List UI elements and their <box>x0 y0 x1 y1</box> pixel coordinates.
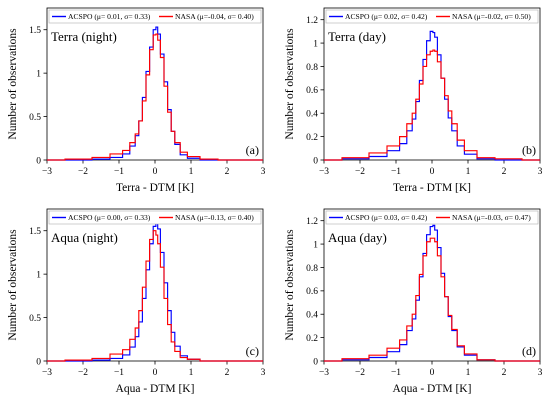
y-axis-label: Number of observations <box>7 28 19 140</box>
x-tick-label: 0 <box>430 368 435 378</box>
y-tick-label: 1 <box>36 69 41 79</box>
x-tick-label: 1 <box>466 167 471 177</box>
y-tick-label: 1.5 <box>29 227 41 237</box>
x-axis-label: Terra - DTM [K] <box>393 182 471 194</box>
x-tick-label: 0 <box>153 368 158 378</box>
x-tick-label: −2 <box>78 368 88 378</box>
y-tick-label: 1.2 <box>306 217 318 227</box>
legend-box <box>48 9 262 24</box>
y-tick-label: 0.8 <box>306 63 318 73</box>
x-tick-label: −2 <box>355 167 365 177</box>
x-axis-label: Terra - DTM [K] <box>116 182 194 194</box>
panel-title: Terra (day) <box>328 29 386 44</box>
series-line-nasa <box>324 49 540 161</box>
x-tick-label: 2 <box>225 368 230 378</box>
legend-entry: NASA (μ=-0.04, σ= 0.40) <box>175 12 254 21</box>
x-tick-label: −3 <box>319 167 329 177</box>
x-tick-label: 0 <box>430 167 435 177</box>
series-line-acspo <box>47 26 263 161</box>
x-tick-label: 2 <box>502 368 507 378</box>
y-tick-label: 0 <box>36 357 41 367</box>
legend: ACSPO (μ= 0.02, σ= 0.42) NASA (μ=-0.02, σ… <box>325 9 539 24</box>
y-tick-label: 0.5 <box>29 314 41 324</box>
x-tick-label: 1 <box>189 167 194 177</box>
y-axis-label: Number of observations <box>284 28 296 140</box>
y-tick-label: 1 <box>36 270 41 280</box>
y-tick-label: 0.4 <box>306 311 318 321</box>
series-line-nasa <box>47 33 263 161</box>
legend-entry: ACSPO (μ= 0.03, σ= 0.42) <box>345 213 428 222</box>
panel-c: −3 −2 −1 0 1 2 3 0 0.5 1 1.5 Aqua - DTM [K] Number o… <box>7 208 266 395</box>
series-line-nasa <box>47 230 263 362</box>
legend-entry: ACSPO (μ= 0.00, σ= 0.33) <box>68 213 151 222</box>
legend-entry: NASA (μ=-0.02, σ= 0.50) <box>452 12 531 21</box>
legend: ACSPO (μ= 0.03, σ= 0.42) NASA (μ=-0.03, σ… <box>325 210 539 225</box>
legend-box <box>325 210 539 225</box>
x-tick-label: 1 <box>466 368 471 378</box>
legend-entry: ACSPO (μ= 0.01, σ= 0.33) <box>68 12 151 21</box>
panel-label: (a) <box>246 143 259 157</box>
x-tick-label: 3 <box>538 167 543 177</box>
panel-title: Aqua (day) <box>328 230 387 245</box>
x-tick-label: 2 <box>502 167 507 177</box>
x-tick-label: 2 <box>225 167 230 177</box>
series-line-acspo <box>324 224 540 362</box>
y-tick-label: 0 <box>313 156 318 166</box>
legend-entry: ACSPO (μ= 0.02, σ= 0.42) <box>345 12 428 21</box>
legend-box <box>48 210 262 225</box>
y-tick-label: 0.2 <box>306 133 318 143</box>
series-line-nasa <box>324 237 540 362</box>
x-tick-label: −1 <box>391 368 401 378</box>
x-tick-label: 0 <box>153 167 158 177</box>
y-tick-label: 0.8 <box>306 264 318 274</box>
x-tick-label: −2 <box>78 167 88 177</box>
series-line-acspo <box>324 30 540 161</box>
x-tick-label: 3 <box>538 368 543 378</box>
y-tick-label: 0.6 <box>306 86 318 96</box>
legend: ACSPO (μ= 0.01, σ= 0.33) NASA (μ=-0.04, σ… <box>48 9 262 24</box>
y-tick-label: 0.2 <box>306 334 318 344</box>
y-tick-label: 0 <box>36 156 41 166</box>
legend: ACSPO (μ= 0.00, σ= 0.33) NASA (μ=-0.13, σ… <box>48 210 262 225</box>
panel-d: −3 −2 −1 0 1 2 3 0 0.2 0.4 0.6 0.8 1 1.2 Aqua - DTM [K… <box>284 208 543 395</box>
y-tick-label: 1.5 <box>29 26 41 36</box>
x-tick-label: 3 <box>261 368 266 378</box>
x-tick-label: −2 <box>355 368 365 378</box>
y-tick-label: 1 <box>313 240 318 250</box>
y-tick-label: 0 <box>313 357 318 367</box>
y-axis-label: Number of observations <box>7 229 19 341</box>
x-tick-label: −3 <box>319 368 329 378</box>
x-tick-label: −3 <box>42 167 52 177</box>
x-tick-label: −1 <box>391 167 401 177</box>
panel-a: −3 −2 −1 0 1 2 3 0 0.5 1 1.5 Terra - DTM [K] Number … <box>7 7 266 194</box>
panel-label: (d) <box>522 344 536 358</box>
x-axis-label: Aqua - DTM [K] <box>116 383 195 395</box>
y-tick-label: 0.5 <box>29 113 41 123</box>
y-tick-label: 1.2 <box>306 16 318 26</box>
panel-b: −3 −2 −1 0 1 2 3 0 0.2 0.4 0.6 0.8 1 1.2 Terra - DTM [… <box>284 7 543 194</box>
x-tick-label: 1 <box>189 368 194 378</box>
panel-title: Terra (night) <box>51 29 117 44</box>
x-axis-label: Aqua - DTM [K] <box>393 383 472 395</box>
y-axis-label: Number of observations <box>284 229 296 341</box>
panel-title: Aqua (night) <box>51 230 118 245</box>
y-tick-label: 0.6 <box>306 287 318 297</box>
legend-box <box>325 9 539 24</box>
x-tick-label: 3 <box>261 167 266 177</box>
legend-entry: NASA (μ=-0.03, σ= 0.47) <box>452 213 531 222</box>
x-tick-label: −3 <box>42 368 52 378</box>
y-tick-label: 1 <box>313 39 318 49</box>
y-tick-label: 0.4 <box>306 110 318 120</box>
panel-label: (b) <box>522 143 536 157</box>
legend-entry: NASA (μ=-0.13, σ= 0.40) <box>175 213 254 222</box>
x-tick-label: −1 <box>114 167 124 177</box>
panel-label: (c) <box>246 344 259 358</box>
x-tick-label: −1 <box>114 368 124 378</box>
